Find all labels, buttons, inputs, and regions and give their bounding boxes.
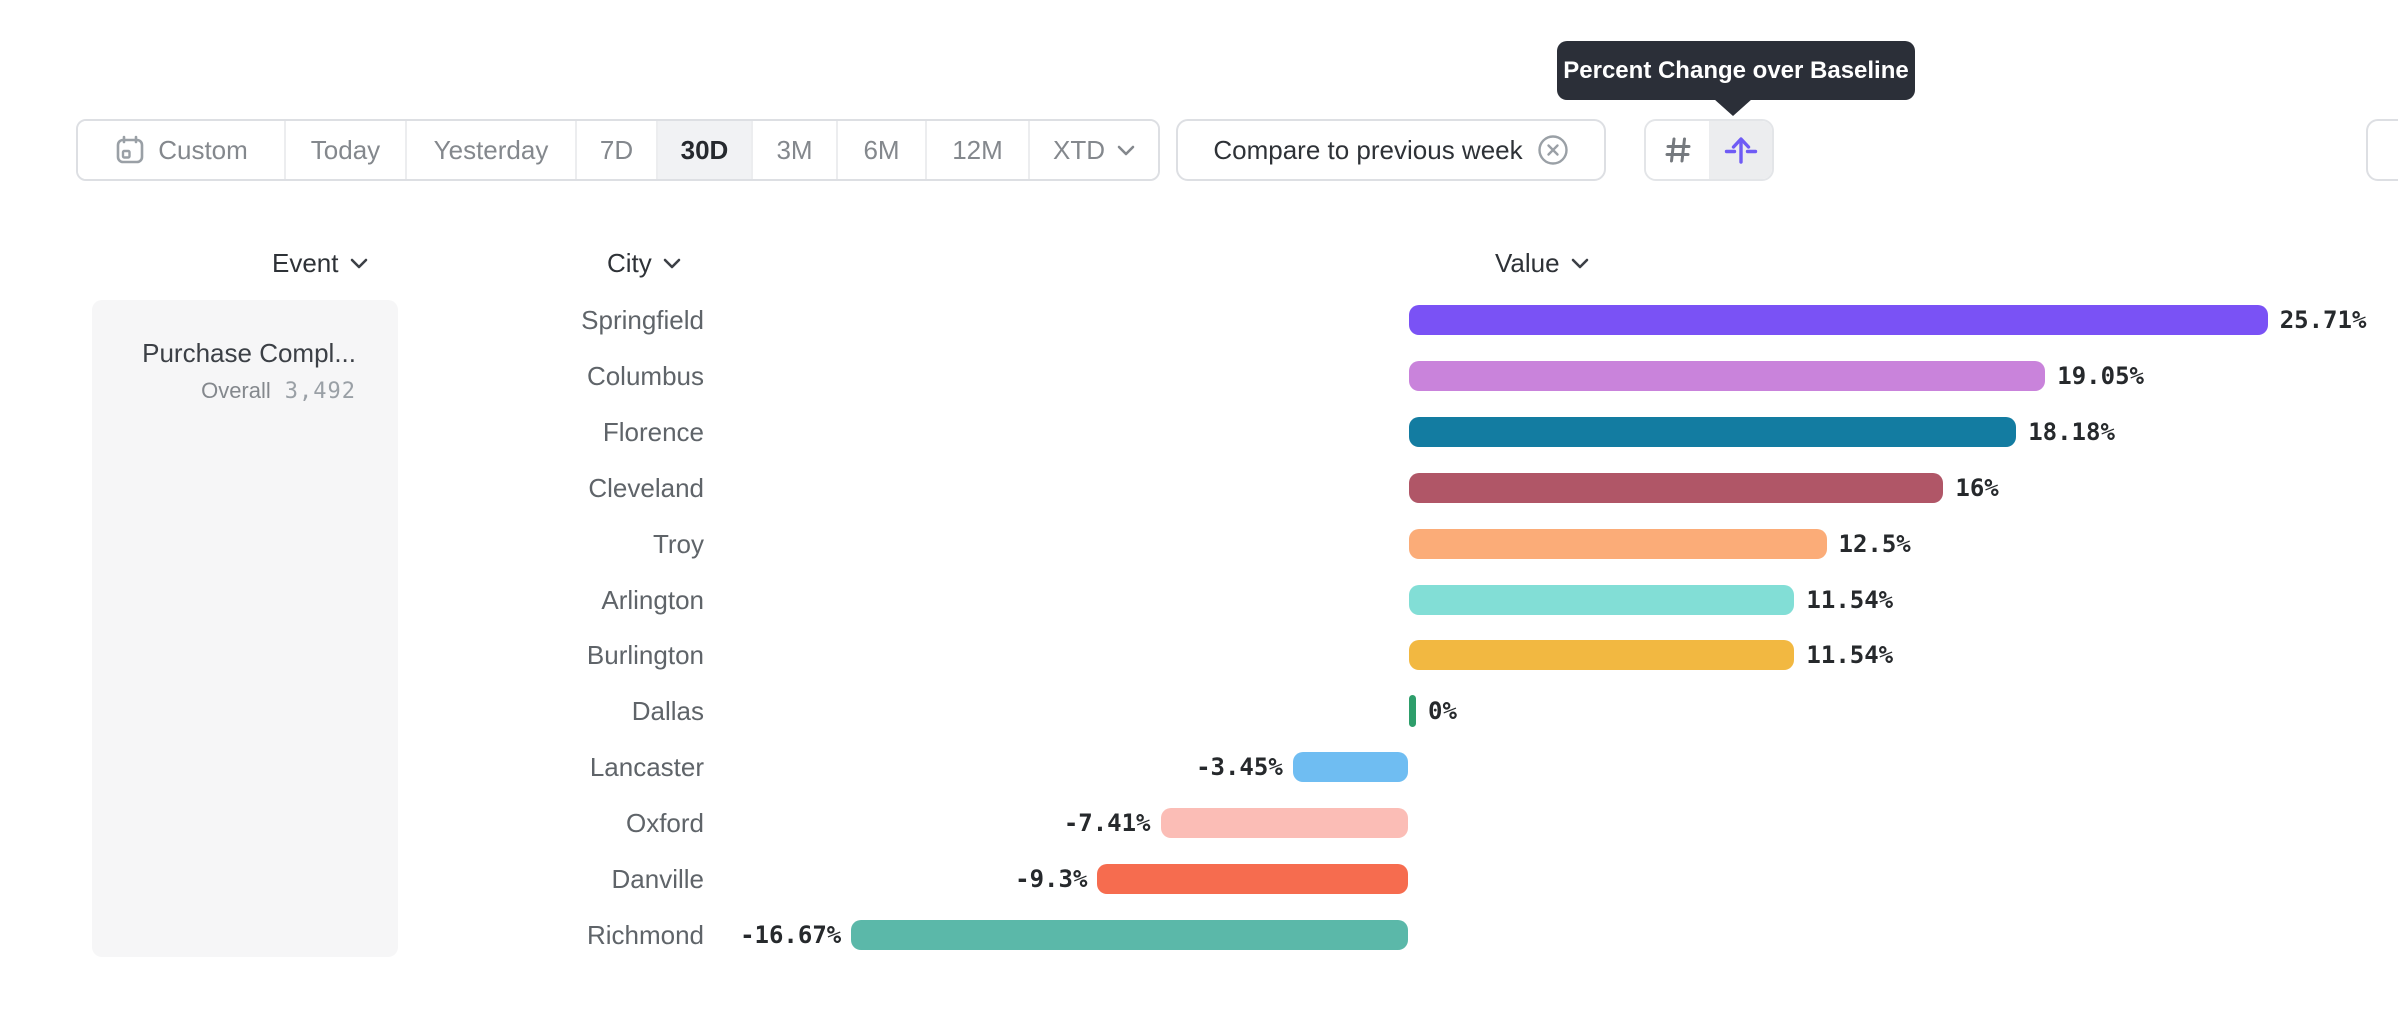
bar-value-oxford: -7.41% bbox=[1063, 809, 1151, 838]
city-label-richmond: Richmond bbox=[586, 919, 704, 950]
city-label-cleveland: Cleveland bbox=[588, 472, 704, 503]
chevron-down-icon bbox=[1117, 145, 1135, 155]
date-range-toolbar: Custom Today Yesterday 7D 30D 3M 6M 12M XTD bbox=[76, 119, 1160, 181]
event-segment-label: Overall bbox=[201, 378, 271, 403]
date-range-today[interactable]: Today bbox=[286, 121, 407, 179]
tooltip-caret bbox=[1714, 99, 1752, 116]
bar-value-dallas: 0% bbox=[1428, 697, 1457, 726]
city-label-oxford: Oxford bbox=[625, 808, 704, 839]
date-range-12m[interactable]: 12M bbox=[927, 121, 1030, 179]
partial-button-edge[interactable] bbox=[2366, 119, 2398, 181]
compare-button[interactable]: Compare to previous week bbox=[1176, 119, 1606, 181]
compare-button-label: Compare to previous week bbox=[1213, 134, 1523, 165]
date-range-label: 30D bbox=[680, 134, 729, 165]
bar-value-troy: 12.5% bbox=[1838, 529, 1911, 558]
tooltip-text: Percent Change over Baseline bbox=[1563, 56, 1909, 84]
bar-value-florence: 18.18% bbox=[2028, 417, 2115, 446]
date-range-yesterday[interactable]: Yesterday bbox=[407, 121, 577, 179]
bar-florence[interactable] bbox=[1409, 416, 2017, 447]
column-header-city-label: City bbox=[607, 247, 652, 278]
city-label-troy: Troy bbox=[652, 528, 704, 559]
bar-troy[interactable] bbox=[1409, 528, 1827, 559]
date-range-3m[interactable]: 3M bbox=[753, 121, 838, 179]
baseline-arrow-icon bbox=[1724, 137, 1757, 164]
bar-value-richmond: -16.67% bbox=[740, 920, 842, 949]
city-label-lancaster: Lancaster bbox=[589, 752, 704, 783]
date-range-label: 6M bbox=[863, 134, 900, 165]
bar-oxford[interactable] bbox=[1160, 808, 1408, 839]
column-header-event[interactable]: Event bbox=[272, 246, 368, 280]
city-label-arlington: Arlington bbox=[601, 584, 704, 615]
bar-value-arlington: 11.54% bbox=[1806, 585, 1894, 614]
circle-x-icon[interactable] bbox=[1537, 134, 1569, 166]
column-header-event-label: Event bbox=[272, 247, 339, 278]
bar-value-cleveland: 16% bbox=[1955, 473, 1999, 502]
event-name: Purchase Compl... bbox=[142, 338, 356, 368]
city-label-burlington: Burlington bbox=[586, 640, 704, 671]
bar-value-burlington: 11.54% bbox=[1806, 641, 1894, 670]
calendar-icon bbox=[116, 135, 144, 164]
date-range-label: Yesterday bbox=[433, 134, 549, 165]
date-range-xtd[interactable]: XTD bbox=[1030, 121, 1158, 179]
grid-view-button[interactable] bbox=[1646, 121, 1709, 179]
chevron-down-icon bbox=[663, 258, 681, 268]
percent-change-view-button[interactable] bbox=[1709, 121, 1772, 179]
date-range-label: Custom bbox=[158, 134, 248, 165]
event-segment-value: 3,492 bbox=[284, 379, 356, 404]
date-range-7d[interactable]: 7D bbox=[577, 121, 658, 179]
date-range-label: XTD bbox=[1053, 134, 1105, 165]
date-range-label: 3M bbox=[776, 134, 813, 165]
bar-richmond[interactable] bbox=[851, 919, 1408, 950]
bar-arlington[interactable] bbox=[1409, 584, 1795, 615]
bar-burlington[interactable] bbox=[1409, 640, 1795, 671]
date-range-custom[interactable]: Custom bbox=[78, 121, 286, 179]
date-range-label: Today bbox=[310, 134, 381, 165]
date-range-label: 12M bbox=[952, 134, 1003, 165]
bar-value-lancaster: -3.45% bbox=[1196, 753, 1283, 782]
chevron-down-icon bbox=[350, 258, 367, 268]
bar-value-columbus: 19.05% bbox=[2057, 361, 2144, 390]
bar-value-springfield: 25.71% bbox=[2279, 306, 2367, 334]
city-label-florence: Florence bbox=[602, 416, 704, 447]
chevron-down-icon bbox=[1571, 258, 1588, 268]
bar-value-danville: -9.3% bbox=[1015, 865, 1088, 893]
column-header-value-label: Value bbox=[1495, 247, 1560, 278]
bar-springfield[interactable] bbox=[1409, 305, 2268, 335]
date-range-6m[interactable]: 6M bbox=[838, 121, 927, 179]
tooltip: Percent Change over Baseline bbox=[1557, 41, 1915, 100]
bar-lancaster[interactable] bbox=[1292, 752, 1408, 783]
view-toggle-group bbox=[1644, 119, 1774, 181]
bar-columbus[interactable] bbox=[1409, 360, 2046, 391]
bar-danville[interactable] bbox=[1097, 864, 1408, 894]
grid-icon bbox=[1665, 137, 1690, 163]
date-range-label: 7D bbox=[599, 134, 634, 165]
date-range-30d[interactable]: 30D bbox=[658, 121, 753, 179]
bar-cleveland[interactable] bbox=[1409, 472, 1944, 503]
column-header-city[interactable]: City bbox=[607, 246, 681, 280]
city-label-danville: Danville bbox=[611, 864, 705, 894]
bar-dallas[interactable] bbox=[1409, 695, 1416, 728]
city-label-columbus: Columbus bbox=[586, 360, 704, 391]
event-segment: Overall 3,492 bbox=[110, 378, 356, 404]
city-label-dallas: Dallas bbox=[631, 696, 704, 727]
column-header-value[interactable]: Value bbox=[1495, 246, 1589, 280]
event-panel[interactable]: Purchase Compl... Overall 3,492 bbox=[92, 300, 398, 957]
city-label-springfield: Springfield bbox=[581, 305, 704, 335]
